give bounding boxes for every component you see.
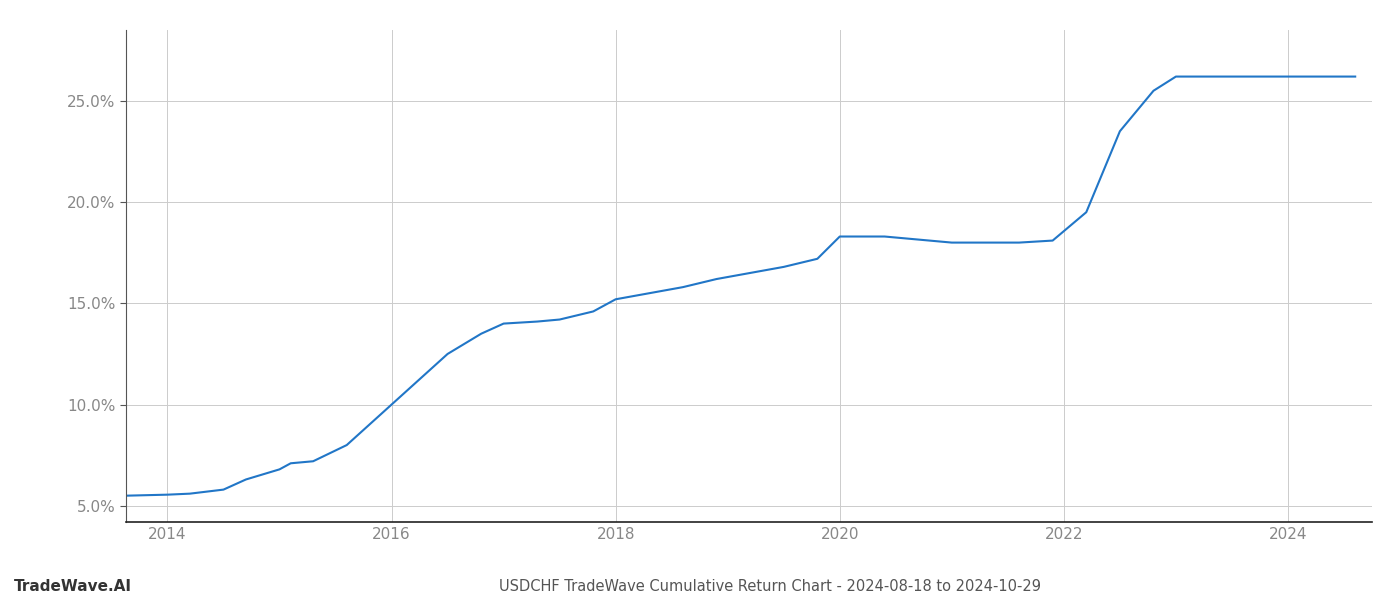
Text: TradeWave.AI: TradeWave.AI (14, 579, 132, 594)
Text: USDCHF TradeWave Cumulative Return Chart - 2024-08-18 to 2024-10-29: USDCHF TradeWave Cumulative Return Chart… (498, 579, 1042, 594)
